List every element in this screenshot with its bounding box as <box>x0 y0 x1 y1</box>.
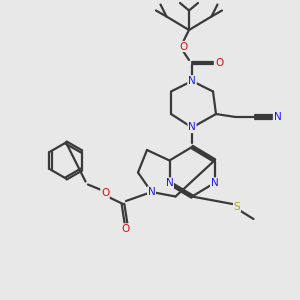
Text: N: N <box>188 122 196 133</box>
Text: N: N <box>188 76 196 86</box>
Text: O: O <box>101 188 109 199</box>
Text: O: O <box>179 41 187 52</box>
Text: O: O <box>215 58 224 68</box>
Text: N: N <box>166 178 173 188</box>
Text: N: N <box>148 187 155 197</box>
Text: O: O <box>122 224 130 234</box>
Text: S: S <box>234 202 240 212</box>
Text: N: N <box>211 178 218 188</box>
Text: N: N <box>188 76 196 86</box>
Text: N: N <box>274 112 282 122</box>
